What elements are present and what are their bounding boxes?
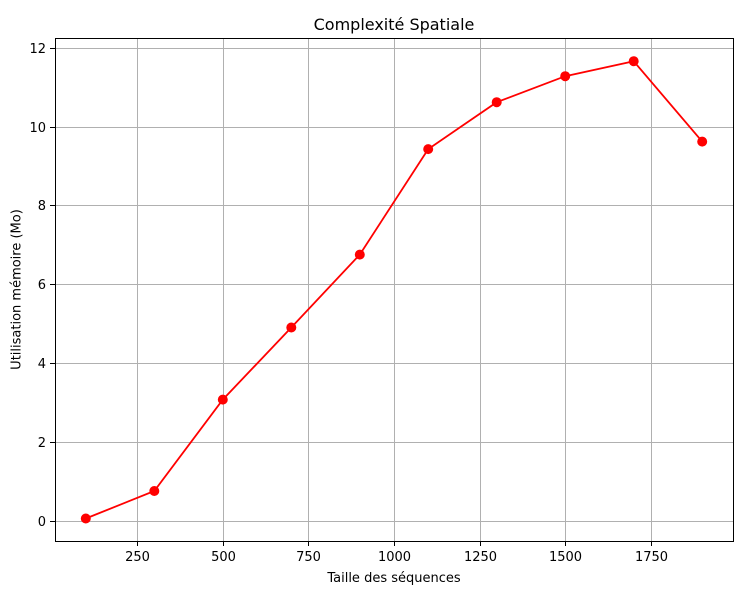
data-point <box>354 249 365 260</box>
data-point <box>149 486 160 496</box>
y-tick-label: 6 <box>38 278 46 293</box>
data-point <box>491 97 502 108</box>
x-tick-label: 1000 <box>378 550 411 565</box>
chart-title: Complexité Spatiale <box>314 15 475 34</box>
x-axis-ticks: 250 500 750 1000 1250 1500 1750 <box>125 541 668 565</box>
x-tick-label: 500 <box>211 550 236 565</box>
x-axis-label: Taille des séquences <box>326 571 461 586</box>
grid <box>55 38 733 541</box>
x-tick-label: 1250 <box>464 550 497 565</box>
y-axis-ticks: 0 2 4 6 8 10 12 <box>29 42 55 530</box>
x-tick-label: 250 <box>125 550 150 565</box>
y-tick-label: 2 <box>38 436 46 451</box>
data-point <box>423 144 434 155</box>
data-point <box>217 394 228 405</box>
x-tick-label: 750 <box>296 550 321 565</box>
y-tick-label: 0 <box>38 515 46 530</box>
series-line <box>85 60 703 520</box>
data-point <box>697 136 708 147</box>
data-point <box>560 71 571 82</box>
y-axis-label: Utilisation mémoire (Mo) <box>10 209 25 370</box>
data-point <box>628 56 639 67</box>
data-point <box>80 513 91 524</box>
series-layer <box>80 56 708 524</box>
y-tick-label: 8 <box>38 199 46 214</box>
y-tick-label: 10 <box>29 121 46 136</box>
y-tick-label: 12 <box>29 42 46 57</box>
y-tick-label: 4 <box>38 357 46 372</box>
x-tick-label: 1750 <box>635 550 668 565</box>
x-tick-label: 1500 <box>549 550 582 565</box>
data-point <box>286 322 297 333</box>
